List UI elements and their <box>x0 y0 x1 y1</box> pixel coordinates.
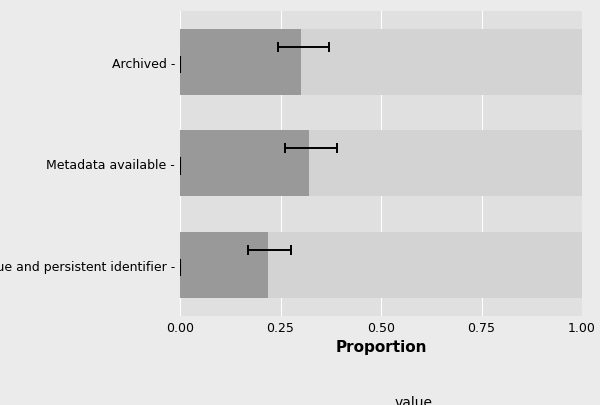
Legend: TRUE, FALSE: TRUE, FALSE <box>328 390 498 405</box>
Bar <box>180 131 582 197</box>
X-axis label: Proportion: Proportion <box>335 339 427 354</box>
Bar <box>180 30 301 96</box>
Bar <box>180 232 582 298</box>
Bar <box>180 232 268 298</box>
Bar <box>180 30 582 96</box>
Bar <box>180 131 308 197</box>
